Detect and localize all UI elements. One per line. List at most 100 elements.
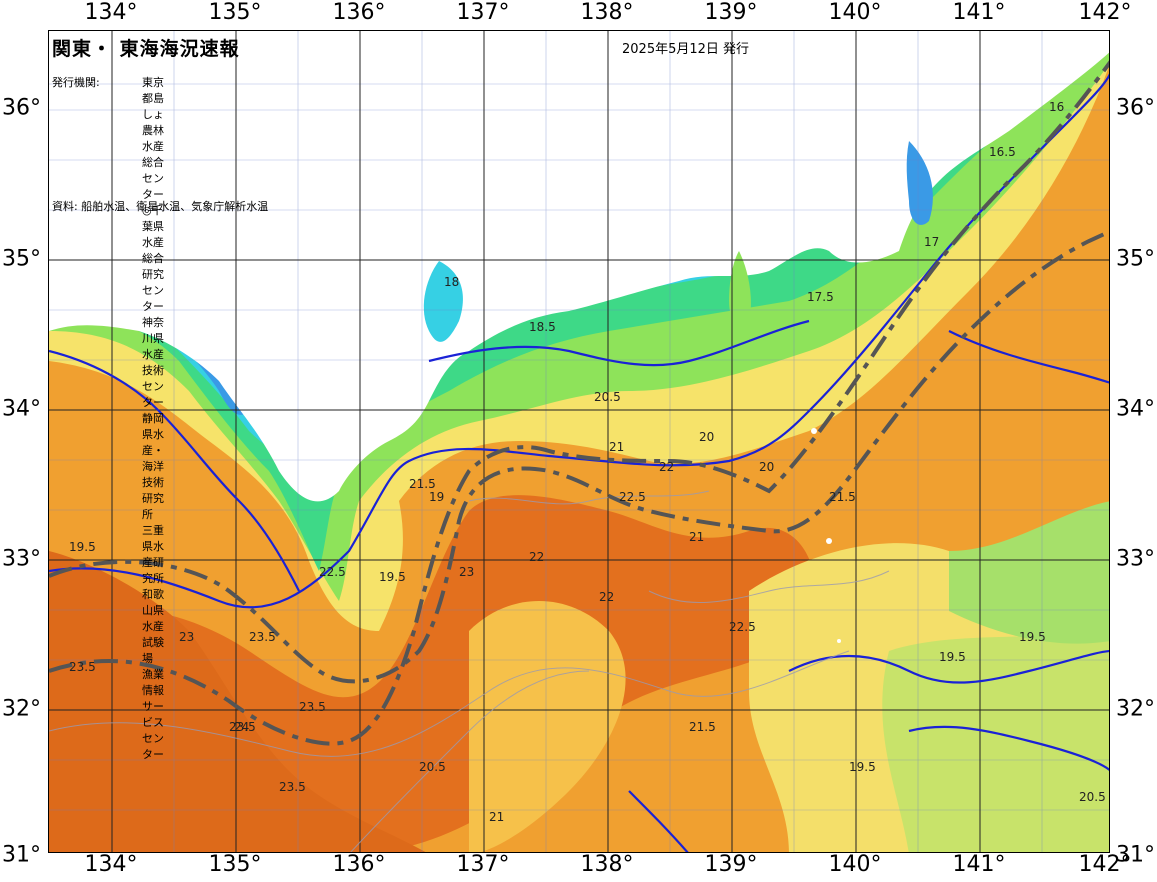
isotherm-label: 22.5 [729,620,756,634]
isotherm-label: 20.5 [419,760,446,774]
lon-tick-top: 140° [828,0,882,25]
isotherm-label: 17 [924,235,939,249]
isotherm-label: 23.5 [299,700,326,714]
isotherm-label: 22 [599,590,614,604]
isotherm-label: 20 [699,430,714,444]
agency-item: 和歌山県水産試験場 [142,588,164,665]
isotherm-label: 19 [429,490,444,504]
isotherm-label: 22 [659,460,674,474]
isotherm-label: 20.5 [594,390,621,404]
lat-tick-right: 33° [1116,546,1155,572]
isotherm-label: 18 [444,275,459,289]
agency-item: 漁業情報サービスセンター [142,668,164,761]
lon-tick-top: 134° [84,0,138,25]
isotherm-thin-lines [49,490,890,852]
kuroshio-axis-south [49,229,1109,684]
agency-list-block: 発行機関: 東京都島しょ農林水産総合センター ◎千葉県水産総合研究センター 神奈… [52,75,164,761]
isotherm-label: 22.5 [619,490,646,504]
agency-item: 神奈川県水産技術センター [142,316,164,409]
agency-item: 東京都島しょ農林水産総合センター [142,76,164,201]
isotherm-label: 23.5 [279,780,306,794]
agency-item: 三重県水産研究所 [142,524,164,585]
map-canvas: 19.5 19.5 18.5 19 18 17.5 17 16.5 16 20.5 20 21 21.5… [49,31,1109,852]
isotherm-label: 23.5 [249,630,276,644]
sea-lightgreen-east [949,501,1109,644]
lon-tick-top: 138° [580,0,634,25]
lat-tick-left: 34° [2,396,41,422]
lon-tick-bottom: 137° [456,852,510,877]
island [837,639,841,643]
agencies-label: 発行機関: [52,76,100,89]
lat-tick-right: 34° [1116,396,1155,422]
sea-hot-zone [49,551,426,852]
lon-tick-top: 142° [1078,0,1132,25]
lon-tick-top: 141° [952,0,1006,25]
lon-tick-top: 137° [456,0,510,25]
isotherm-label: 21.5 [829,490,856,504]
lon-tick-bottom: 140° [828,852,882,877]
map-title: 関東・ 東海海況速報 [52,38,240,60]
isotherm-label: 24 [234,720,249,734]
isotherm-label: 19.5 [69,540,96,554]
agency-list: 東京都島しょ農林水産総合センター ◎千葉県水産総合研究センター 神奈川県水産技術… [142,75,164,763]
lon-tick-bottom: 135° [208,852,262,877]
lat-tick-right: 36° [1116,95,1155,121]
isotherm-label: 19.5 [849,760,876,774]
data-source: 資料: 船舶水温、衛星水温、気象庁解析水温 [52,200,269,213]
island [811,428,817,434]
lon-tick-bottom: 141° [952,852,1006,877]
kuroshio-axis-north [49,60,1109,746]
lat-tick-right: 32° [1116,696,1155,722]
land-honshu [49,31,1109,502]
isotherm-label: 21 [609,440,624,454]
agency-item: ◎千葉県水産総合研究センター [142,204,164,313]
lon-tick-top: 135° [208,0,262,25]
isotherm-label: 22.5 [319,565,346,579]
lat-tick-left: 32° [2,696,41,722]
lon-tick-top: 136° [332,0,386,25]
title-block: 関東・ 東海海況速報 [52,34,240,61]
isotherm-label: 23 [459,565,474,579]
isotherm-label: 19.5 [379,570,406,584]
isotherm-label: 16 [1049,100,1064,114]
isotherm-label: 18.5 [529,320,556,334]
isotherm-label: 20.5 [1079,790,1106,804]
isotherm-label: 23.5 [69,660,96,674]
lat-tick-right: 31° [1116,842,1155,868]
lat-tick-left: 36° [2,95,41,121]
isotherm-lines [49,73,1109,852]
isotherm-label: 23 [179,630,194,644]
contour-labels: 19.5 19.5 18.5 19 18 17.5 17 16.5 16 20.5 20 21 21.5… [69,100,1106,824]
sea-yellow-patch [469,601,626,852]
isotherm-label: 17.5 [807,290,834,304]
agency-item: 静岡県水産・ 海洋技術研究所 [142,412,164,521]
sea-tokyo-bay [906,141,933,225]
sea-ise-bay [423,261,463,342]
isotherm-label: 21.5 [409,477,436,491]
lat-tick-left: 33° [2,546,41,572]
isotherm-label: 21 [489,810,504,824]
isotherm-label: 23.5 [229,720,256,734]
lat-tick-left: 35° [2,246,41,272]
lon-tick-bottom: 138° [580,852,634,877]
lon-tick-bottom: 139° [704,852,758,877]
sea-temperature-map: 19.5 19.5 18.5 19 18 17.5 17 16.5 16 20.5 20 21 21.5… [48,30,1110,853]
major-grid-lines [49,31,1109,852]
isotherm-label: 20 [759,460,774,474]
isotherm-label: 19.5 [939,650,966,664]
lat-tick-right: 35° [1116,246,1155,272]
isotherm-label: 21 [689,530,704,544]
lon-tick-bottom: 142° [1078,852,1132,877]
isotherm-label: 19.5 [1019,630,1046,644]
isotherm-label: 16.5 [989,145,1016,159]
island [826,538,832,544]
isotherm-label: 21.5 [689,720,716,734]
lon-tick-bottom: 134° [84,852,138,877]
lon-tick-top: 139° [704,0,758,25]
lon-tick-bottom: 136° [332,852,386,877]
sea-suruga-bay [729,251,751,325]
lat-tick-left: 31° [2,842,41,868]
issue-date: 2025年5月12日 発行 [622,42,750,57]
sea-greenyellow-east [882,631,1109,852]
isotherm-label: 22 [529,550,544,564]
